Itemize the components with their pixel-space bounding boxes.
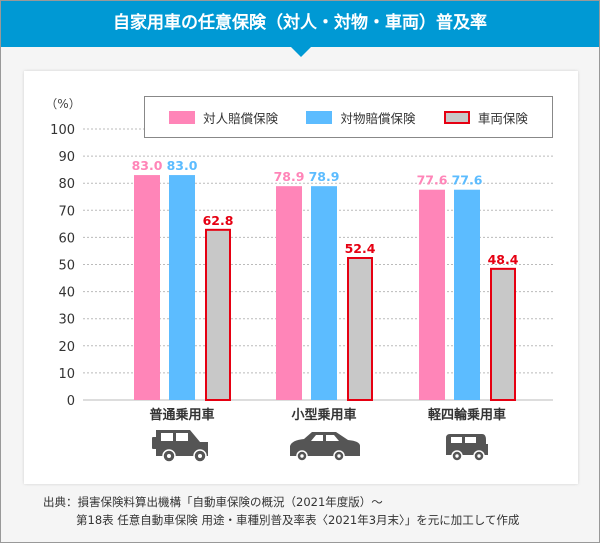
y-tick-label: 70 xyxy=(58,204,75,219)
legend-label: 対物賠償保険 xyxy=(340,110,416,126)
bar xyxy=(134,175,160,400)
data-label: 78.9 xyxy=(309,169,340,184)
chart-title: 自家用車の任意保険（対人・対物・車両）普及率 xyxy=(1,1,599,47)
header-pointer xyxy=(290,46,312,57)
bar xyxy=(454,189,480,400)
legend-item: 車両保険 xyxy=(443,108,528,127)
data-label: 78.9 xyxy=(274,169,305,184)
bar xyxy=(276,186,302,400)
legend-item: 対物賠償保険 xyxy=(306,108,416,127)
data-label: 77.6 xyxy=(452,173,483,188)
kei-car-icon xyxy=(446,434,488,462)
y-tick-label: 90 xyxy=(58,150,75,165)
legend-item: 対人賠償保険 xyxy=(169,108,278,127)
sedan-car-icon xyxy=(290,432,360,462)
y-tick-label: 20 xyxy=(58,340,75,355)
y-tick-label: 100 xyxy=(50,123,75,138)
data-label: 83.0 xyxy=(132,158,163,173)
legend-swatch xyxy=(306,110,333,124)
y-tick-label: 10 xyxy=(58,367,75,382)
y-tick-label: 60 xyxy=(58,231,75,246)
legend-label: 対人賠償保険 xyxy=(203,110,279,126)
category-label: 普通乗用車 xyxy=(149,407,214,423)
data-label: 62.8 xyxy=(203,213,234,228)
legend-swatch xyxy=(443,110,470,124)
bar xyxy=(490,267,516,401)
y-axis-label: （%） xyxy=(45,97,80,111)
data-label: 52.4 xyxy=(345,241,376,256)
bar xyxy=(419,189,445,400)
bar xyxy=(311,186,337,400)
y-tick-label: 40 xyxy=(58,286,75,301)
source-note: 出典：損害保険料算出機構「自動車保険の概況（2021年度版）～ 第18表 任意自… xyxy=(43,493,519,529)
bar xyxy=(205,228,231,401)
category-label: 小型乗用車 xyxy=(291,407,356,423)
data-label: 77.6 xyxy=(417,173,448,188)
y-tick-label: 0 xyxy=(67,394,75,409)
data-label: 83.0 xyxy=(167,158,198,173)
legend: 対人賠償保険 対物賠償保険 車両保険 xyxy=(144,96,553,138)
suv-car-icon xyxy=(152,430,208,463)
y-tick-label: 80 xyxy=(58,177,75,192)
bar xyxy=(347,256,373,401)
source-line: 第18表 任意自動車保険 用途・車種別普及率表〈2021年3月末〉」を元に加工し… xyxy=(76,513,520,527)
legend-label: 車両保険 xyxy=(477,110,528,126)
y-tick-label: 50 xyxy=(58,259,75,274)
y-tick-label: 30 xyxy=(58,313,75,328)
legend-swatch xyxy=(169,110,196,124)
data-label: 48.4 xyxy=(488,252,519,267)
source-line: 出典：損害保険料算出機構「自動車保険の概況（2021年度版）～ xyxy=(43,495,383,509)
bar xyxy=(169,175,195,400)
category-label: 軽四輪乗用車 xyxy=(428,407,506,423)
